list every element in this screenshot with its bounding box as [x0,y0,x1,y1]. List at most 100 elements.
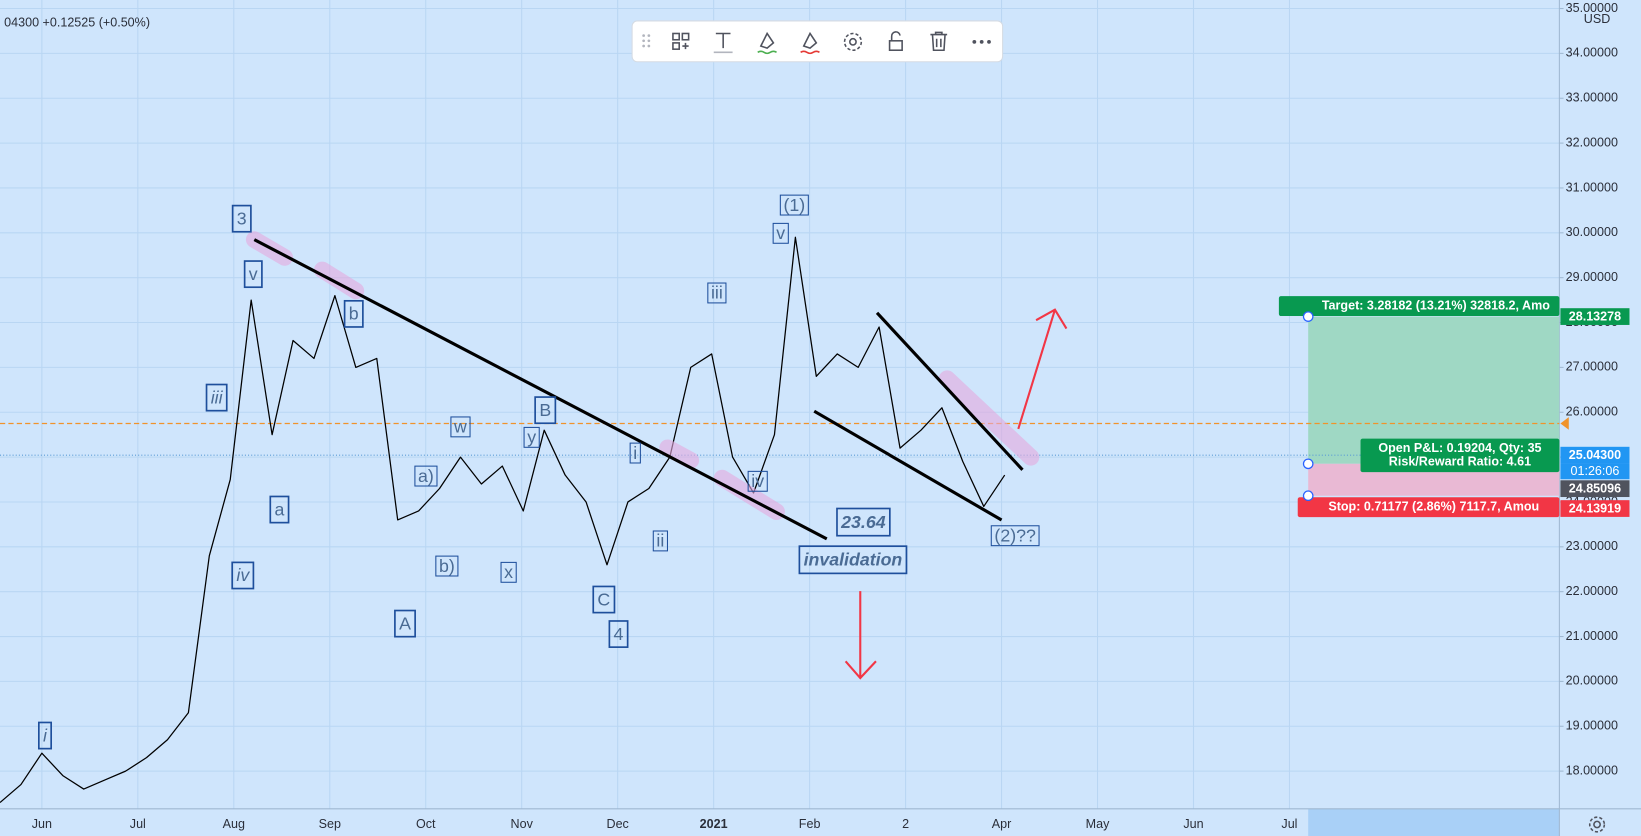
stop-tag-label: 24.13919 [1569,501,1621,515]
wave-label: v [772,222,789,244]
drawing-toolbar[interactable] [631,20,1004,63]
wave-label-text: B [539,400,551,420]
wave-label-text: v [776,223,785,243]
wave-label-box [205,383,228,412]
wave-label: 4 [608,620,629,648]
wave-label-box [343,299,364,328]
wave-label-text: (1) [783,195,805,215]
y-tick-label: 23.00000 [1566,539,1618,553]
x-tick-label: Jun [32,817,52,831]
wave-label-text: b [349,304,359,324]
highlight [713,469,785,521]
wave-label-box [231,561,255,590]
wave-label-box [450,416,471,438]
x-tick-label: 2021 [700,817,728,831]
entry-tag [1560,480,1630,498]
wave-label-box [836,507,891,537]
wave-label: B [534,396,557,425]
wave-label: a) [414,465,438,487]
grid [0,0,1560,809]
y-tick-label: 26.00000 [1566,405,1618,419]
wave-label: A [394,609,416,638]
stop-tag [1560,500,1630,517]
last-price-tag-label: 25.04300 [1569,448,1621,462]
wave-label: iii [205,383,228,412]
wave-label-text: v [249,264,258,284]
wave-label-box [629,442,641,464]
wave-label-box [747,470,768,492]
handle [1302,458,1314,470]
wave-label-text: ii [656,531,664,551]
y-tick-label: 29.00000 [1566,270,1618,284]
x-tick-label: Jul [130,817,146,831]
price-line [0,236,1006,803]
wave-label-text: a) [418,466,434,486]
y-tick-label: 20.00000 [1566,674,1618,688]
handle [1302,311,1314,322]
x-tick-label: Aug [223,817,245,831]
wave-label: iv [747,470,768,492]
wave-label-box [707,282,727,304]
y-tick-label: 27.00000 [1566,360,1618,374]
stop-label-text: Stop: 0.71177 (2.86%) 7117.7, Amou [1328,500,1539,514]
y-tick-label: 35.00000 [1566,1,1618,15]
toolbar-bg [631,20,1004,63]
wave-label: 3 [231,204,252,233]
x-tick-label: 2 [902,817,909,831]
wave-label: y [523,426,540,448]
y-tick-label: 31.00000 [1566,180,1618,194]
wave-label-box [534,396,557,425]
wave-label-box [435,555,459,577]
trend-line [253,238,828,541]
highlight [659,439,700,469]
more-button[interactable] [972,39,991,44]
wave-label-text: b) [439,556,455,576]
wave-label: b) [435,555,459,577]
delete-button[interactable] [930,31,948,52]
wave-label: iv [231,561,255,590]
wave-label-box [394,609,416,638]
wave-label: iii [707,282,727,304]
wave-label-box [592,585,616,614]
settings-button[interactable] [843,32,863,52]
y-tick-label: 19.00000 [1566,719,1618,733]
wave-label-text: 3 [237,208,247,228]
wave-label-text: w [453,417,467,437]
wave-label-box [269,495,290,524]
wave-label-text: a [274,499,284,519]
wave-label: (1) [779,194,809,216]
y-tick-label: 32.00000 [1566,135,1618,149]
x-tick-label: Oct [416,817,436,831]
trend-line [875,311,1024,471]
y-tick-label: 33.00000 [1566,91,1618,105]
line-color-button[interactable] [757,31,777,55]
drag-handle[interactable] [642,34,651,48]
templates-button[interactable] [672,32,690,50]
timer-tag [1560,463,1630,480]
settings-gear[interactable] [1588,816,1606,833]
wave-label: b [343,299,364,328]
wave-label-box [231,204,252,233]
wave-label-box [779,194,809,216]
x-tick-label: Apr [992,817,1012,831]
wave-label-box [414,465,438,487]
range-highlight [1308,808,1560,836]
wave-label-text: iii [211,387,224,407]
wave-label-box [243,260,263,289]
wave-label: a [269,495,290,524]
wave-label-box [608,620,629,648]
arrow-down [844,591,877,680]
text-button[interactable] [713,32,733,54]
arrow-up [1017,308,1068,430]
fill-color-button[interactable] [800,31,820,55]
pnl-label-box [1360,438,1560,473]
lock-button[interactable] [888,31,903,52]
wave-label-text: C [597,589,610,609]
stop-label-box [1297,497,1560,518]
wave-label-text: 4 [614,624,624,644]
x-tick-label: Jun [1183,817,1203,831]
currency-label: USD [1584,12,1611,26]
wave-label-text: iv [236,565,250,585]
